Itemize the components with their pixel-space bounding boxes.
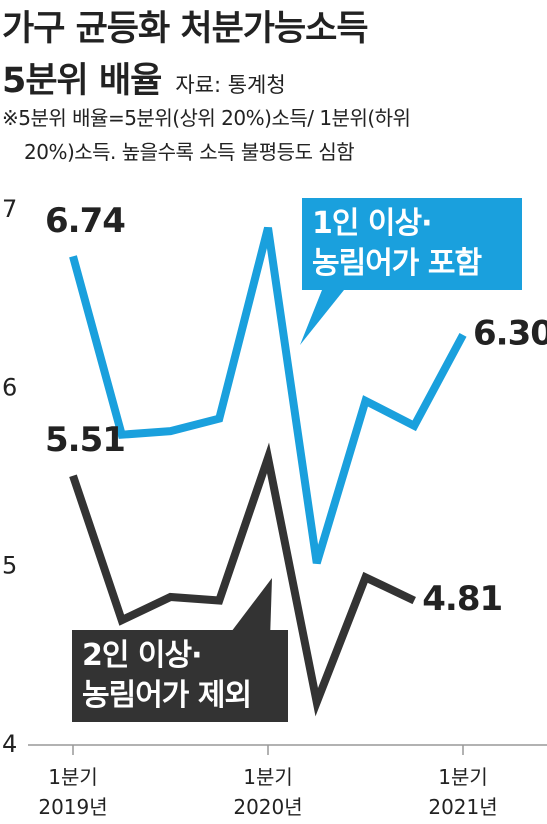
series-line bbox=[69, 442, 416, 717]
x-tick-label: 1분기 2021년 bbox=[428, 765, 497, 819]
y-tick-label: 5 bbox=[2, 552, 17, 580]
y-tick-label: 4 bbox=[2, 730, 17, 758]
data-label: 4.81 bbox=[422, 579, 502, 619]
x-tick-label: 1분기 2019년 bbox=[38, 765, 107, 819]
title: 가구 균등화 처분가능소득 bbox=[2, 9, 369, 49]
y-tick-label: 7 bbox=[2, 195, 17, 223]
note: 20%)소득. 높을수록 소득 불평등도 심함 bbox=[24, 140, 355, 164]
legend-callout: 1인 이상· 농림어가 포함 bbox=[302, 198, 522, 290]
title: 5분위 배율 자료: 통계청 bbox=[2, 52, 286, 103]
data-label: 6.30 bbox=[473, 313, 547, 353]
series-line bbox=[69, 226, 467, 565]
callout-pointer bbox=[225, 578, 272, 640]
data-label: 5.51 bbox=[45, 420, 125, 460]
y-tick-label: 6 bbox=[2, 373, 17, 401]
x-tick-label: 1분기 2020년 bbox=[233, 765, 302, 819]
note: ※5분위 배율=5분위(상위 20%)소득/ 1분위(하위 bbox=[2, 106, 411, 130]
title: 5분위 배율 bbox=[2, 61, 162, 101]
source: 자료: 통계청 bbox=[175, 73, 286, 97]
data-label: 6.74 bbox=[45, 201, 125, 241]
legend-callout: 2인 이상· 농림어가 제외 bbox=[72, 630, 288, 722]
